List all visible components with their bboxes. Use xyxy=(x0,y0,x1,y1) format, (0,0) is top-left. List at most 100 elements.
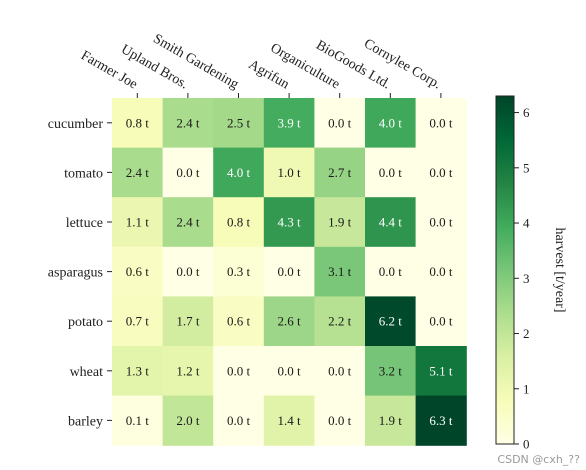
cell-value-label: 0.0 t xyxy=(429,215,453,230)
cell-value-label: 0.7 t xyxy=(126,314,150,329)
heatmap-cell xyxy=(112,246,164,297)
cell-value-label: 0.0 t xyxy=(176,264,200,279)
heatmap-cell xyxy=(263,98,315,149)
heatmap-cell xyxy=(415,147,467,198)
heatmap-cell xyxy=(263,147,315,198)
watermark: CSDN @cxh_?? xyxy=(497,453,580,466)
cell-value-label: 3.1 t xyxy=(328,264,352,279)
colorbar-label: harvest [t/year] xyxy=(552,227,567,312)
vegetable-label: asparagus xyxy=(48,266,103,281)
heatmap-cell xyxy=(365,346,417,397)
colorbar: 0 1 2 3 4 5 6 harvest [t/year] xyxy=(495,95,567,452)
cell-value-label: 0.6 t xyxy=(126,264,150,279)
heatmap-cell xyxy=(112,147,164,198)
heatmap-cell xyxy=(314,346,366,397)
heatmap-cell xyxy=(162,197,214,248)
farmer-label: Smith Gardening xyxy=(150,31,241,92)
heatmap-cell xyxy=(112,395,164,446)
cell-value-label: 2.4 t xyxy=(176,115,200,130)
cell-value-label: 0.0 t xyxy=(379,165,403,180)
heatmap-cell xyxy=(365,395,417,446)
colorbar-tick-label: 1 xyxy=(523,381,530,396)
heatmap-cell xyxy=(213,246,265,297)
cell-value-label: 0.8 t xyxy=(126,115,150,130)
colorbar-tick-label: 6 xyxy=(523,105,530,120)
heatmap-cell xyxy=(213,197,265,248)
heatmap-cell xyxy=(263,246,315,297)
heatmap-cell xyxy=(162,98,214,149)
vegetable-label: lettuce xyxy=(66,216,103,231)
cell-value-label: 0.0 t xyxy=(278,363,302,378)
cell-value-label: 5.1 t xyxy=(429,363,453,378)
heatmap-cell xyxy=(365,246,417,297)
colorbar-tick-label: 2 xyxy=(523,326,530,341)
heatmap-cell xyxy=(162,147,214,198)
vegetable-label: barley xyxy=(68,414,103,429)
heatmap-cell xyxy=(162,346,214,397)
heatmap-cell xyxy=(365,197,417,248)
colorbar-tick-label: 0 xyxy=(523,437,530,452)
vegetable-axis: cucumber tomato lettuce asparagus potato whea… xyxy=(48,117,112,429)
heatmap-cell xyxy=(112,197,164,248)
heatmap-cell xyxy=(314,147,366,198)
heatmap-cell xyxy=(415,246,467,297)
cell-value-label: 2.4 t xyxy=(176,215,200,230)
heatmap-cell xyxy=(314,197,366,248)
cell-value-label: 0.0 t xyxy=(328,363,352,378)
heatmap-cell xyxy=(365,147,417,198)
cell-value-label: 1.3 t xyxy=(126,363,150,378)
cell-value-label: 0.1 t xyxy=(126,413,150,428)
heatmap-cell xyxy=(112,296,164,347)
cell-value-label: 0.0 t xyxy=(429,165,453,180)
heatmap-cell xyxy=(213,296,265,347)
cell-value-label: 1.7 t xyxy=(176,314,200,329)
cell-value-label: 2.6 t xyxy=(278,314,302,329)
heatmap-cell xyxy=(263,197,315,248)
colorbar-tick-label: 3 xyxy=(523,271,530,286)
cell-value-label: 0.0 t xyxy=(328,413,352,428)
cell-value-label: 1.1 t xyxy=(126,215,150,230)
heatmap-cell xyxy=(162,395,214,446)
cell-value-label: 2.7 t xyxy=(328,165,352,180)
heatmap-cell xyxy=(314,98,366,149)
heatmap-cell xyxy=(314,246,366,297)
heatmap-cell xyxy=(213,147,265,198)
heatmap-cell xyxy=(314,395,366,446)
colorbar-tick-label: 4 xyxy=(523,216,530,231)
heatmap-cell xyxy=(263,346,315,397)
heatmap-cell xyxy=(415,346,467,397)
vegetable-label: tomato xyxy=(64,166,103,181)
heatmap-cell xyxy=(112,346,164,397)
cell-value-label: 0.0 t xyxy=(176,165,200,180)
cell-value-label: 0.0 t xyxy=(429,314,453,329)
heatmap-cell xyxy=(365,98,417,149)
cell-value-label: 4.4 t xyxy=(379,215,403,230)
heatmap-cell xyxy=(263,296,315,347)
vegetable-label: wheat xyxy=(70,365,104,380)
heatmap-cells xyxy=(112,98,467,446)
heatmap-cell xyxy=(213,98,265,149)
cell-value-label: 0.0 t xyxy=(429,115,453,130)
heatmap-cell xyxy=(112,98,164,149)
cell-value-label: 0.0 t xyxy=(379,264,403,279)
cell-value-label: 0.0 t xyxy=(278,264,302,279)
cell-value-label: 6.2 t xyxy=(379,314,403,329)
heatmap-cell xyxy=(415,395,467,446)
cell-value-label: 0.0 t xyxy=(328,115,352,130)
cell-value-label: 0.0 t xyxy=(429,264,453,279)
cell-value-label: 1.0 t xyxy=(278,165,302,180)
colorbar-tick-label: 5 xyxy=(523,160,530,175)
cell-value-label: 3.9 t xyxy=(278,115,302,130)
cell-value-label: 6.3 t xyxy=(429,413,453,428)
cell-value-label: 1.2 t xyxy=(176,363,200,378)
heatmap-cell xyxy=(213,395,265,446)
heatmap-cell-labels: 0.8 t 2.4 t 2.5 t 3.9 t 0.0 t 4.0 t 0.0 t 2.4 t… xyxy=(126,115,453,428)
heatmap-cell xyxy=(365,296,417,347)
heatmap-cell xyxy=(314,296,366,347)
vegetable-label: cucumber xyxy=(48,117,104,132)
cell-value-label: 4.0 t xyxy=(379,115,403,130)
cell-value-label: 0.0 t xyxy=(227,363,251,378)
cell-value-label: 4.3 t xyxy=(278,215,302,230)
